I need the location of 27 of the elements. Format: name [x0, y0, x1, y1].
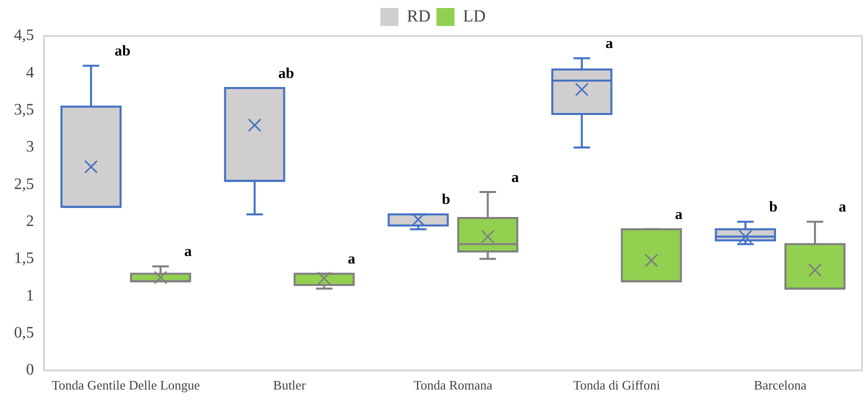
y-tick-label: 2 [26, 212, 34, 230]
legend-label: LD [462, 6, 486, 26]
y-tick-label: 0,5 [14, 324, 34, 342]
x-tick-label: Butler [273, 378, 306, 393]
y-tick-label: 2,5 [14, 176, 34, 193]
x-tick-label: Barcelona [754, 378, 807, 393]
annotation: b [442, 192, 450, 208]
annotation: ab [278, 66, 294, 82]
annotation: ab [114, 44, 131, 60]
y-tick-label: 1,5 [14, 250, 34, 268]
x-tick-label: Tonda Gentile Delle Longue [52, 378, 200, 393]
annotation: b [769, 200, 778, 216]
y-tick-label: 3 [26, 138, 34, 156]
x-tick-label: Tonda di Giffoni [573, 378, 660, 393]
y-tick-label: 0 [26, 362, 34, 379]
y-tick-label: 4,5 [14, 27, 34, 44]
y-tick-label: 1 [26, 287, 34, 304]
y-tick-label: 3,5 [14, 102, 34, 119]
y-tick-label: 4 [26, 64, 34, 82]
x-tick-label: Tonda Romana [414, 378, 493, 393]
annotation: a [348, 252, 356, 268]
annotation: a [184, 244, 192, 260]
annotation: a [511, 170, 520, 186]
annotation: a [675, 207, 684, 224]
annotation: a [605, 36, 614, 52]
legend-label: RD [406, 6, 430, 26]
annotation: a [838, 200, 847, 216]
